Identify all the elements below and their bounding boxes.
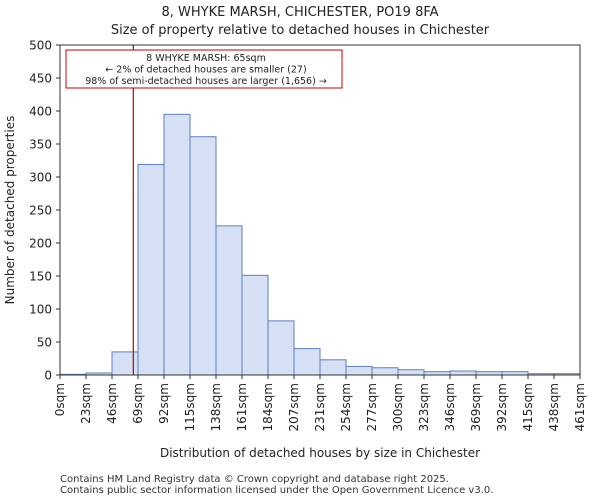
chart-subtitle: Size of property relative to detached ho… [110,23,490,38]
bars-group [59,113,581,376]
x-tick-label: 461sqm [573,383,587,431]
x-tick-label: 346sqm [443,383,457,431]
x-tick-label: 438sqm [547,383,561,431]
bar [241,274,269,376]
bar [371,367,399,376]
x-tick-label: 277sqm [365,383,379,431]
x-tick-label: 69sqm [131,383,145,424]
x-tick-label: 184sqm [261,383,275,431]
x-tick-label: 46sqm [105,383,119,424]
x-axis-label: Distribution of detached houses by size … [160,446,480,460]
y-tick-label: 0 [44,369,52,383]
x-tick-label: 323sqm [417,383,431,431]
x-tick-label: 138sqm [209,383,223,431]
x-tick-label: 231sqm [313,383,327,431]
x-tick-label: 392sqm [495,383,509,431]
y-tick-label: 400 [29,105,52,119]
x-tick-label: 207sqm [287,383,301,431]
annotation-line: 98% of semi-detached houses are larger (… [85,76,327,87]
footer-line-1: Contains HM Land Registry data © Crown c… [60,474,449,485]
bar [111,351,139,376]
annotation-line: ← 2% of detached houses are smaller (27) [105,65,306,76]
axes-frame [59,44,581,376]
bar [163,113,191,376]
x-axis: 0sqm 23sqm 46sqm 69sqm 92sqm 115sqm 138sqm 161s… [53,375,587,431]
x-tick-label: 415sqm [521,383,535,431]
bar [137,163,165,376]
bar [293,348,321,376]
y-axis: 0 50 100 150 200 250 300 350 400 450 500 [29,39,60,383]
footer-line-2: Contains public sector information licen… [60,485,494,496]
y-tick-label: 500 [29,39,52,53]
y-tick-label: 100 [29,303,52,317]
y-tick-label: 450 [29,72,52,86]
chart-title: 8, WHYKE MARSH, CHICHESTER, PO19 8FA [161,5,439,20]
y-tick-label: 350 [29,138,52,152]
x-tick-label: 92sqm [157,383,171,424]
annotation-box: 8 WHYKE MARSH: 65sqm← 2% of detached hou… [65,49,343,89]
annotation-line: 8 WHYKE MARSH: 65sqm [146,53,266,64]
bar [345,365,373,376]
y-tick-label: 200 [29,237,52,251]
bar [267,320,295,376]
bar [319,359,347,376]
bar [189,136,217,376]
x-tick-label: 23sqm [79,383,93,424]
x-tick-label: 115sqm [183,383,197,431]
x-tick-label: 300sqm [391,383,405,431]
x-tick-label: 0sqm [53,383,67,416]
y-tick-label: 50 [37,336,52,350]
y-tick-label: 300 [29,171,52,185]
y-axis-label: Number of detached properties [3,116,17,305]
y-tick-label: 250 [29,204,52,218]
x-tick-label: 369sqm [469,383,483,431]
x-tick-label: 161sqm [235,383,249,431]
y-tick-label: 150 [29,270,52,284]
bar [449,370,477,376]
annotation-frame [65,49,343,89]
bar [397,369,425,376]
bar [215,225,243,376]
x-tick-label: 254sqm [339,383,353,431]
